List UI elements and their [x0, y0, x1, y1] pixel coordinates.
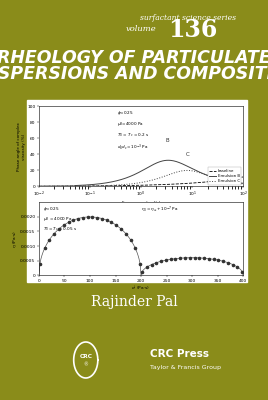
Point [133, 245, 137, 252]
Text: $T_0$ = $T_c$ = 0.2 s: $T_0$ = $T_c$ = 0.2 s [117, 131, 149, 139]
Emulsion C [37, 184, 40, 189]
Point [100, 215, 104, 222]
Point [76, 215, 80, 222]
Text: $T_0 = T_c$ = 0.05 s: $T_0 = T_c$ = 0.05 s [43, 225, 77, 232]
Text: $\phi$=0.25: $\phi$=0.25 [43, 204, 60, 212]
Line: baseline: baseline [39, 177, 243, 186]
Point [57, 226, 61, 232]
baseline [158, 182, 162, 187]
Emulsion C [210, 174, 213, 179]
Point [109, 219, 114, 226]
Text: ®: ® [83, 362, 88, 367]
Point [235, 264, 240, 270]
Point [240, 268, 244, 275]
Point [145, 264, 149, 270]
Point [207, 256, 211, 262]
baseline [242, 174, 245, 179]
Y-axis label: Phase angle of complex
viscosity (%): Phase angle of complex viscosity (%) [17, 122, 26, 171]
Emulsion C [186, 168, 189, 173]
Point [95, 214, 99, 221]
Point [140, 268, 144, 275]
Emulsion C [159, 175, 162, 180]
Point [128, 236, 133, 243]
Text: $\mu_R$=4000 Pa: $\mu_R$=4000 Pa [117, 120, 143, 128]
Emulsion B [166, 158, 170, 163]
Point [66, 219, 71, 226]
Point [47, 236, 52, 243]
Emulsion B [210, 174, 213, 179]
Point [38, 260, 42, 267]
Text: Taylor & Francis Group: Taylor & Francis Group [150, 365, 221, 370]
Point [105, 217, 109, 223]
Point [169, 256, 173, 262]
X-axis label: $\sigma'$ (Pa·s): $\sigma'$ (Pa·s) [131, 284, 151, 291]
Emulsion B [37, 184, 40, 188]
baseline [159, 182, 162, 187]
baseline [38, 184, 41, 189]
Emulsion B [159, 159, 162, 164]
Emulsion C [223, 178, 226, 183]
baseline [210, 179, 213, 184]
Point [90, 214, 95, 220]
Point [216, 257, 221, 263]
Emulsion B [38, 184, 41, 188]
Point [85, 214, 90, 220]
Point [159, 258, 163, 264]
Text: CRC: CRC [79, 354, 92, 359]
Emulsion C [158, 176, 162, 180]
Point [150, 261, 154, 268]
Point [154, 260, 159, 266]
Point [197, 255, 202, 261]
Text: $d_0 d_c = 10^{-3}$ Pa: $d_0 d_c = 10^{-3}$ Pa [117, 142, 148, 152]
baseline [37, 184, 40, 189]
Point [43, 245, 47, 252]
Point [62, 222, 66, 228]
Point [52, 230, 56, 237]
Text: 136: 136 [168, 18, 218, 42]
Text: surfactant science series: surfactant science series [140, 14, 236, 22]
Emulsion B [158, 159, 162, 164]
Point [188, 254, 192, 261]
Text: RHEOLOGY OF PARTICULATE: RHEOLOGY OF PARTICULATE [0, 49, 268, 67]
Point [124, 230, 128, 237]
Point [192, 254, 197, 261]
Point [114, 222, 118, 228]
Legend: baseline, Emulsion B, Emulsion C: baseline, Emulsion B, Emulsion C [208, 168, 241, 184]
Line: Emulsion C: Emulsion C [39, 170, 243, 186]
Text: $\eta_0 = \eta_\infty + 10^{-7}$ Pa: $\eta_0 = \eta_\infty + 10^{-7}$ Pa [141, 204, 178, 215]
Point [230, 261, 235, 268]
Point [221, 258, 225, 264]
Point [71, 217, 75, 223]
Point [183, 255, 187, 261]
Point [211, 256, 216, 262]
Point [202, 255, 206, 261]
Text: DISPERSIONS AND COMPOSITES: DISPERSIONS AND COMPOSITES [0, 65, 268, 83]
baseline [222, 178, 226, 182]
Emulsion C [242, 182, 245, 186]
Point [178, 255, 183, 261]
Text: $\phi$=0.25: $\phi$=0.25 [117, 109, 133, 117]
Emulsion C [38, 184, 41, 189]
Text: C: C [186, 152, 190, 157]
baseline [162, 182, 166, 187]
Text: CRC Press: CRC Press [150, 349, 209, 359]
Text: volume: volume [126, 25, 157, 33]
Point [81, 214, 85, 221]
Line: Emulsion B: Emulsion B [39, 160, 243, 186]
Bar [27, 100, 247, 282]
Point [164, 257, 168, 263]
Point [226, 260, 230, 266]
Text: B: B [166, 138, 169, 144]
Y-axis label: $\eta$ (Pa·s): $\eta$ (Pa·s) [11, 230, 19, 248]
Emulsion B [242, 181, 245, 186]
Point [138, 260, 142, 267]
Emulsion C [162, 174, 166, 179]
Text: $\mu_R$ = 4000 Pa: $\mu_R$ = 4000 Pa [43, 215, 72, 223]
X-axis label: Frequency (rad/s): Frequency (rad/s) [122, 201, 160, 205]
Point [173, 256, 178, 262]
Emulsion B [162, 158, 166, 163]
Point [119, 226, 123, 232]
Text: Rajinder Pal: Rajinder Pal [91, 295, 177, 309]
Emulsion B [223, 178, 226, 183]
